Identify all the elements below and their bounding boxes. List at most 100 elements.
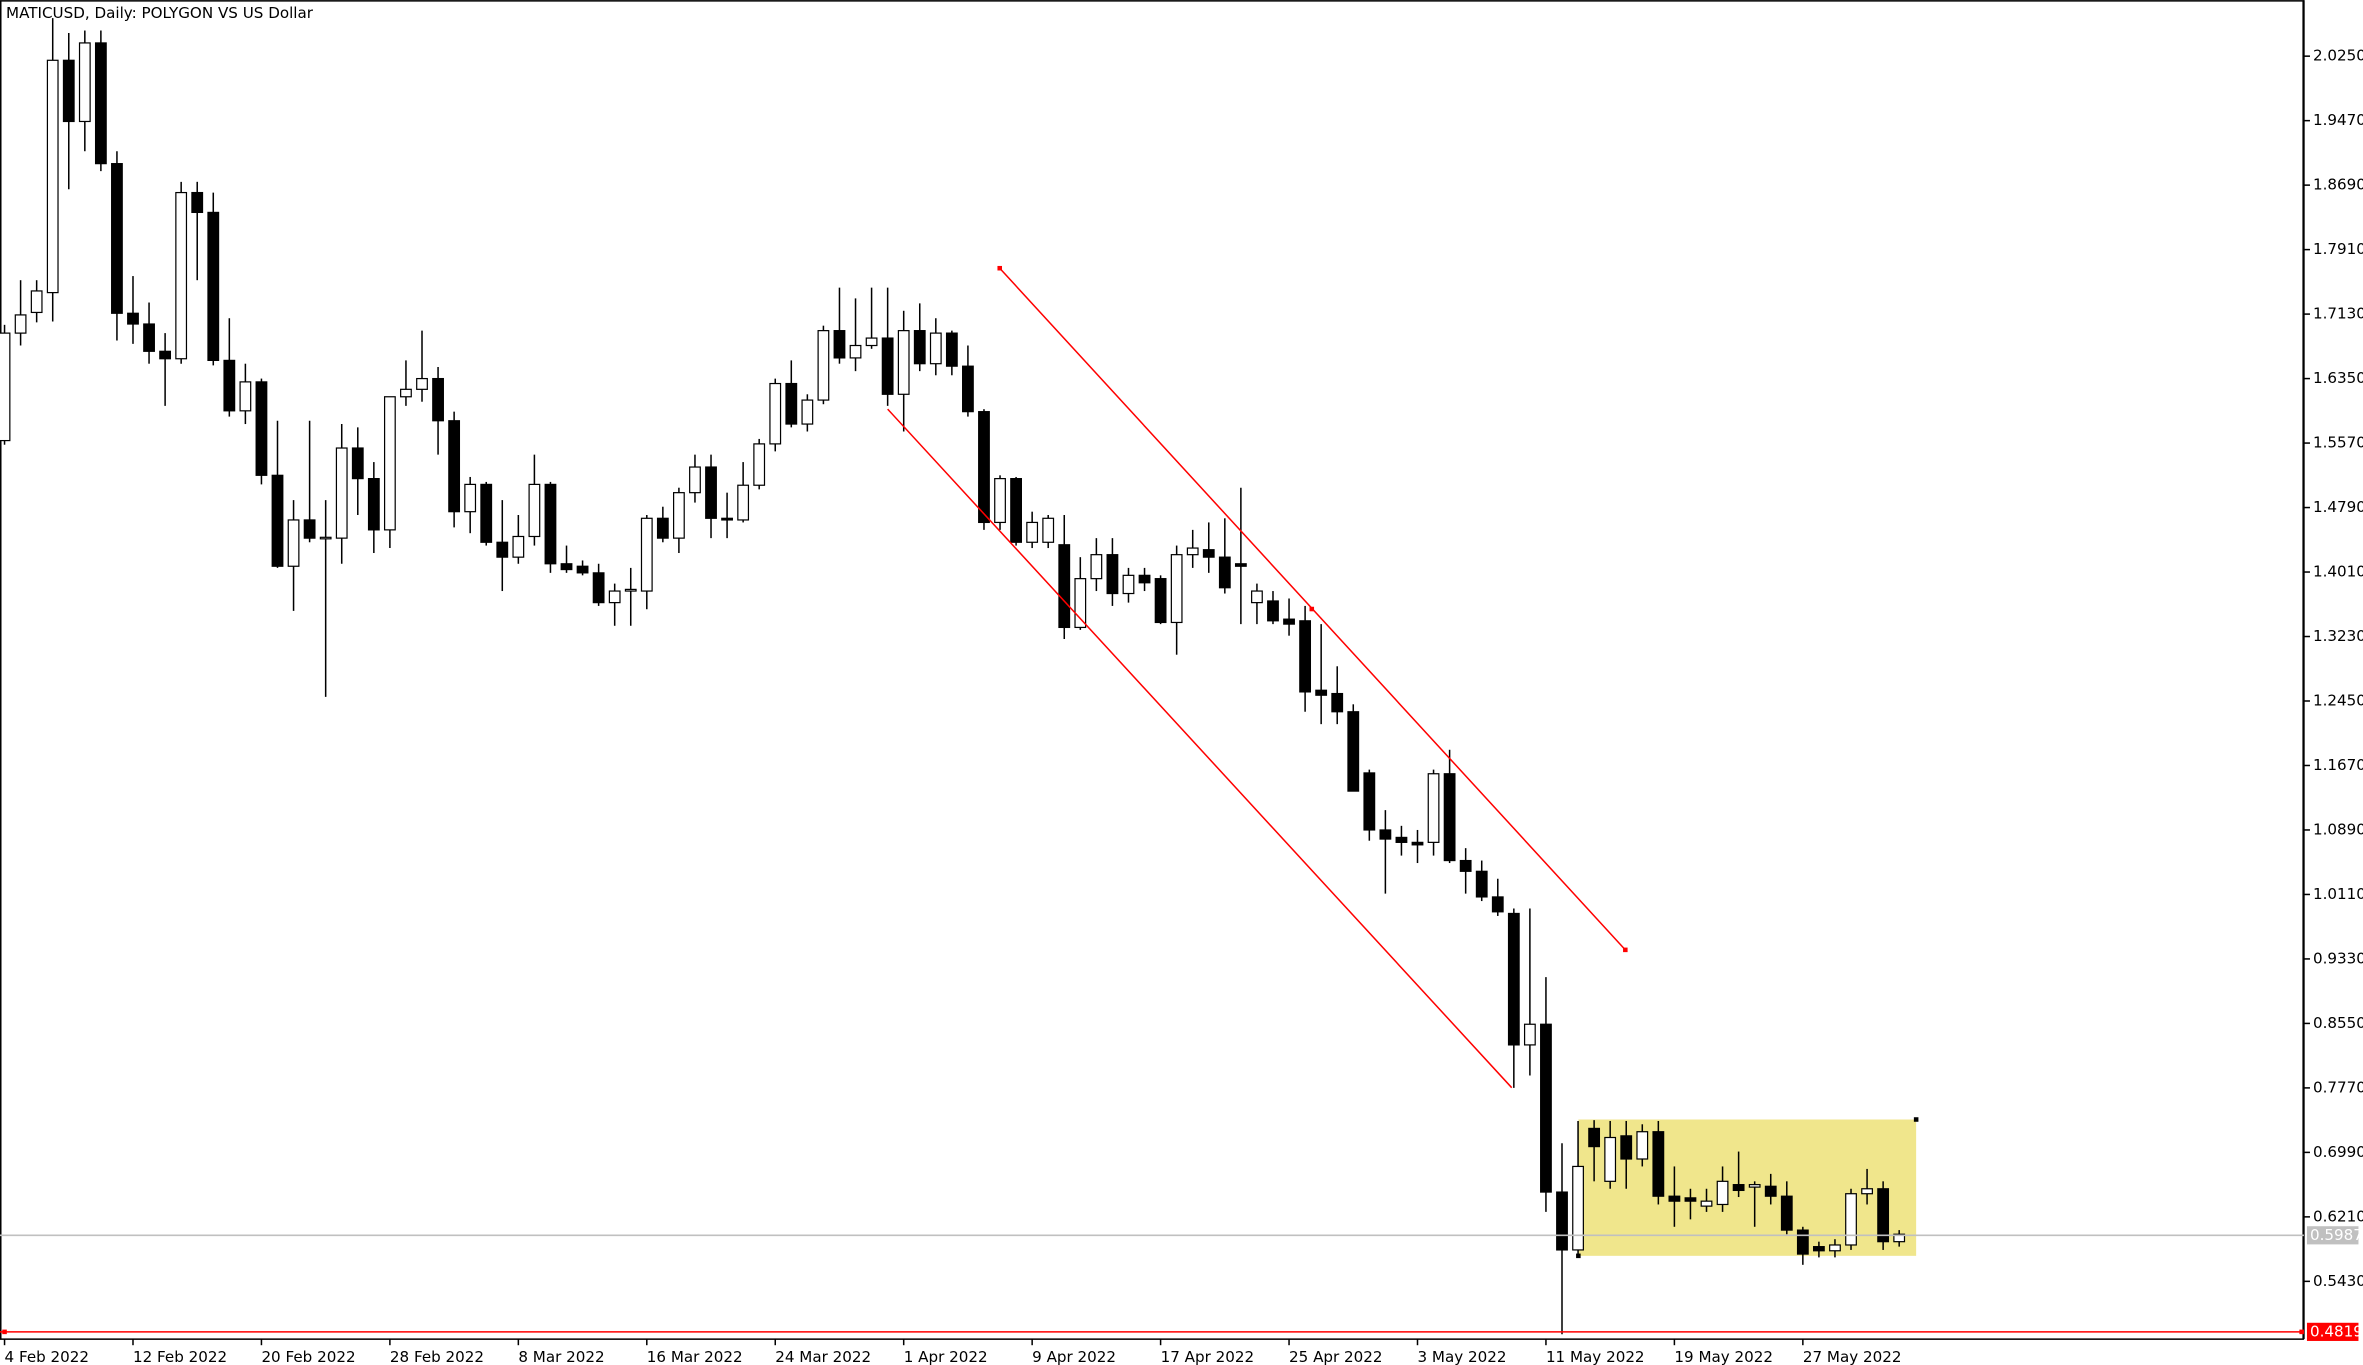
y-tick-label: 0.5430 — [2313, 1272, 2363, 1290]
candle-body-bull — [753, 443, 766, 486]
candle-body-bear — [1540, 1023, 1552, 1193]
x-tick-label: 11 May 2022 — [1546, 1348, 1645, 1365]
candle-body-bull — [994, 478, 1006, 524]
candle-body-bear — [1668, 1195, 1681, 1202]
y-tick-label: 1.9470 — [2313, 111, 2363, 129]
candle-body-bear — [191, 191, 204, 214]
candle-body-bear — [1443, 773, 1456, 862]
candle-body-bull — [1829, 1244, 1841, 1252]
candle-body-bear — [1620, 1135, 1633, 1160]
candle-body-bear — [223, 359, 236, 412]
candle-body-bear — [143, 323, 155, 352]
candle-body-bear — [721, 517, 733, 521]
candle-body-bull — [416, 377, 428, 390]
candle-body-bull — [673, 492, 685, 539]
candle-body-bear — [448, 420, 461, 513]
x-tick-label: 1 Apr 2022 — [904, 1348, 988, 1365]
candle-body-bull — [1636, 1131, 1649, 1160]
candle-body-bear — [1347, 711, 1360, 792]
candle-body-bull — [0, 332, 11, 442]
y-tick-label: 1.3230 — [2313, 627, 2363, 645]
candle-body-bear — [544, 483, 557, 565]
candles — [0, 18, 1906, 1335]
candle-body-bull — [1026, 521, 1039, 543]
candle-body-bear — [1764, 1185, 1777, 1197]
y-tick-label: 1.6350 — [2313, 369, 2363, 387]
candle-body-bear — [1331, 692, 1344, 713]
x-tick-label: 17 Apr 2022 — [1161, 1348, 1255, 1365]
candle-body-bear — [1267, 600, 1279, 622]
candle-body-bull — [30, 290, 43, 314]
y-tick-label: 0.8550 — [2313, 1014, 2363, 1032]
candle-body-bear — [496, 541, 509, 558]
x-tick-label: 28 Feb 2022 — [390, 1348, 484, 1365]
candle-body-bear — [480, 483, 493, 543]
x-tick-label: 27 May 2022 — [1803, 1348, 1902, 1365]
trend-line-lower — [887, 408, 1513, 1089]
x-tick-label: 20 Feb 2022 — [261, 1348, 355, 1365]
candle-body-bear — [1010, 478, 1022, 543]
y-tick-label: 1.1670 — [2313, 756, 2363, 774]
candle-body-bear — [1058, 544, 1071, 629]
support-anchor — [2, 1329, 7, 1335]
candle-body-bear — [913, 330, 926, 365]
candle-body-bull — [1042, 517, 1055, 543]
y-tick-label: 1.2450 — [2313, 691, 2363, 709]
candle-body-bull — [929, 332, 942, 365]
candle-body-bear — [1299, 620, 1312, 693]
x-tick-label: 19 May 2022 — [1674, 1348, 1773, 1365]
candle-body-bear — [432, 377, 444, 422]
anchor — [1623, 947, 1628, 953]
candle-body-bear — [1411, 841, 1424, 846]
candle-body-bear — [1780, 1195, 1793, 1231]
candle-body-bear — [945, 332, 958, 367]
candle-body-bear — [1283, 618, 1295, 625]
candle-body-bull — [1748, 1184, 1761, 1188]
candle-body-bear — [560, 563, 573, 571]
x-tick-label: 24 Mar 2022 — [775, 1348, 871, 1365]
x-tick-label: 3 May 2022 — [1417, 1348, 1506, 1365]
candle-body-bear — [303, 519, 316, 539]
candle-body-bear — [1459, 859, 1472, 872]
candle-body-bear — [656, 517, 669, 539]
candle-body-bear — [1202, 549, 1215, 558]
candle-body-bull — [640, 517, 653, 592]
candle-body-bear — [1315, 689, 1328, 696]
candle-body-bear — [1588, 1127, 1601, 1148]
candle-body-bear — [255, 381, 268, 476]
support-label: 0.4819 — [2310, 1322, 2363, 1340]
candle-body-bull — [769, 382, 782, 445]
candle-body-bull — [464, 483, 477, 513]
last-price-box — [2306, 1226, 2359, 1245]
candle-body-bear — [1556, 1191, 1568, 1251]
candle-body-bull — [1716, 1180, 1729, 1206]
candle-body-bear — [1491, 896, 1504, 913]
candle-body-bear — [592, 572, 605, 604]
candle-body-bear — [1234, 563, 1247, 567]
candle-body-bull — [335, 447, 348, 539]
candle-body-bear — [1106, 554, 1119, 595]
candle-body-bear — [833, 330, 846, 359]
candle-body-bear — [1507, 912, 1520, 1046]
candle-body-bear — [94, 42, 107, 165]
y-tick-label: 1.8690 — [2313, 176, 2363, 194]
plot-frame — [0, 0, 2304, 1340]
candle-body-bear — [1684, 1197, 1697, 1202]
candle-body-bear — [127, 312, 139, 325]
candle-body-bull — [400, 388, 412, 398]
candle-body-bear — [1379, 829, 1392, 840]
x-tick-label: 8 Mar 2022 — [518, 1348, 604, 1365]
range-box — [1578, 1119, 1917, 1256]
candle-body-bull — [897, 330, 910, 395]
x-tick-label: 9 Apr 2022 — [1032, 1348, 1116, 1365]
candle-body-bull — [1700, 1200, 1713, 1207]
candle-body-bull — [14, 314, 27, 334]
y-tick-label: 0.6210 — [2313, 1207, 2363, 1225]
candle-body-bear — [705, 466, 717, 519]
candle-body-bull — [46, 59, 59, 294]
candle-body-bull — [78, 42, 91, 123]
anchor — [1913, 1117, 1919, 1122]
candle-body-bull — [319, 536, 332, 540]
chart-title: MATICUSD, Daily: POLYGON VS US Dollar — [6, 4, 314, 22]
